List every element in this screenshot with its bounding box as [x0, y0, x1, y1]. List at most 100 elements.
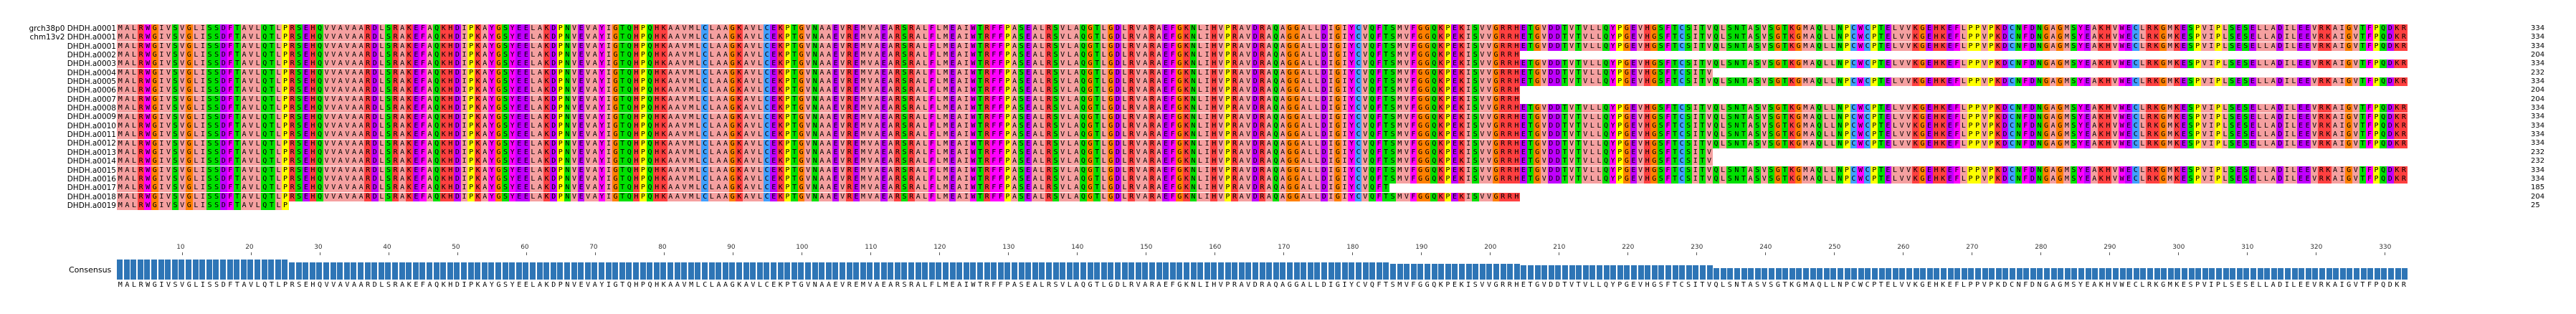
- sequence-name: DHDH.a0012: [67, 139, 116, 148]
- ruler-tick-mark: [182, 252, 184, 255]
- consensus-bar: [1762, 268, 1768, 280]
- consensus-bar: [1404, 264, 1410, 280]
- ruler-tick-mark: [664, 252, 665, 255]
- consensus-bar: [716, 262, 722, 280]
- consensus-bar: [681, 262, 688, 280]
- consensus-bar: [2133, 268, 2139, 280]
- ruler-tick-mark: [1077, 252, 1078, 255]
- consensus-bar: [667, 262, 673, 280]
- sequence-name: DHDH.a0014: [67, 157, 116, 166]
- consensus-bar: [1307, 262, 1313, 280]
- ruler-tick-mark: [2178, 252, 2180, 255]
- consensus-bar: [2299, 268, 2305, 280]
- consensus-bar: [337, 262, 343, 280]
- consensus-bar: [2154, 268, 2160, 280]
- consensus-bar: [234, 260, 240, 280]
- consensus-bar: [2354, 268, 2359, 280]
- consensus-bar: [1913, 268, 1919, 280]
- ruler-tick-label: 270: [1966, 244, 1979, 251]
- consensus-bar: [1803, 268, 1809, 280]
- ruler-tick-mark: [1352, 252, 1354, 255]
- consensus-bar: [1645, 265, 1651, 280]
- ruler-tick-mark: [595, 252, 597, 255]
- consensus-bar: [475, 262, 481, 280]
- consensus-bar: [1073, 262, 1080, 280]
- consensus-bar: [392, 262, 398, 280]
- consensus-bar: [777, 262, 784, 280]
- consensus-bar: [936, 262, 942, 280]
- consensus-bar: [2030, 268, 2036, 280]
- consensus-bar: [289, 262, 295, 280]
- ruler-tick-label: 320: [2310, 244, 2323, 251]
- consensus-bar: [2209, 268, 2215, 280]
- sequence-end-position: 334: [2531, 24, 2545, 32]
- consensus-bar: [1541, 265, 1548, 280]
- consensus-bar: [1576, 265, 1582, 280]
- ruler-tick-label: 260: [1897, 244, 1910, 251]
- consensus-bar: [1004, 262, 1011, 280]
- sequence-name: DHDH.a0019: [67, 201, 116, 210]
- consensus-bar: [2216, 268, 2222, 280]
- consensus-bar: [515, 262, 522, 280]
- consensus-bar: [171, 260, 178, 280]
- consensus-bar: [2360, 268, 2367, 280]
- sequence-end-column: 334 334 334 204 334 232 334 204 204 334 334 334 334 3…: [2531, 24, 2574, 210]
- ruler-tick-mark: [1008, 252, 1009, 255]
- consensus-bar: [578, 262, 584, 280]
- consensus-bar: [282, 260, 288, 280]
- consensus-bar: [2023, 268, 2030, 280]
- position-ruler: 10 20 30 40 50 60 70 80 90 100 110 120 130 140 150 160 1…: [117, 244, 2526, 255]
- consensus-bar: [1700, 265, 1706, 280]
- consensus-bar: [2333, 268, 2339, 280]
- consensus-bar: [1555, 265, 1562, 280]
- consensus-bar: [626, 262, 632, 280]
- consensus-bar: [1025, 262, 1032, 280]
- consensus-bar: [702, 262, 708, 280]
- ruler-tick-label: 180: [1346, 244, 1359, 251]
- consensus-bar: [2402, 268, 2408, 280]
- consensus-bar: [1032, 262, 1038, 280]
- consensus-bar: [1844, 268, 1850, 280]
- consensus-bar: [536, 262, 543, 280]
- sequence-name: DHDH.a0015: [67, 166, 116, 175]
- consensus-bar: [1066, 262, 1073, 280]
- sequence-name: DHDH.a0005: [67, 77, 116, 87]
- consensus-bar: [2388, 268, 2394, 280]
- consensus-bar: [901, 262, 908, 280]
- ruler-tick-label: 60: [521, 244, 529, 251]
- consensus-bar: [1651, 265, 1658, 280]
- ruler-tick-mark: [1421, 252, 1422, 255]
- consensus-bar: [1589, 265, 1596, 280]
- consensus-bar: [2305, 268, 2311, 280]
- consensus-bar: [1204, 262, 1210, 280]
- consensus-bar: [1941, 268, 1947, 280]
- consensus-bar: [743, 262, 749, 280]
- ruler-tick-label: 230: [1691, 244, 1703, 251]
- consensus-bar: [1500, 264, 1506, 280]
- consensus-bar: [378, 262, 384, 280]
- ruler-tick-label: 300: [2172, 244, 2185, 251]
- consensus-bar: [1012, 262, 1017, 280]
- sequence-end-position: 334: [2531, 174, 2545, 183]
- consensus-bar: [1872, 268, 1878, 280]
- consensus-bar: [2264, 268, 2271, 280]
- consensus-bar: [1018, 262, 1025, 280]
- consensus-bar: [1039, 262, 1045, 280]
- sequence-name: DHDH.a0009: [67, 113, 116, 122]
- consensus-bar: [1094, 262, 1101, 280]
- consensus-bar: [2395, 268, 2401, 280]
- consensus-bar: [977, 262, 983, 280]
- consensus-bar: [867, 262, 873, 280]
- consensus-bar: [915, 262, 921, 280]
- consensus-bar: [2175, 268, 2181, 280]
- consensus-bar: [1714, 268, 1720, 280]
